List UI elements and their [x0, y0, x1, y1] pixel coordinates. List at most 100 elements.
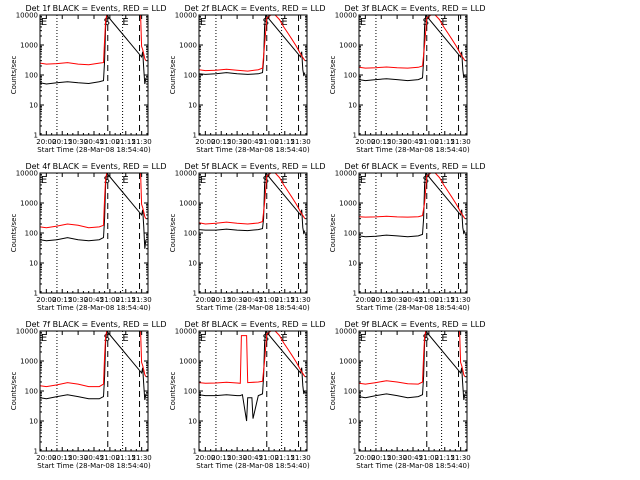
lld-series-line: [359, 173, 466, 219]
panel-title: Det 3f BLACK = Events, RED = LLD: [344, 4, 485, 13]
axes-frame: [39, 330, 149, 452]
y-tick-label: 10000: [335, 12, 357, 20]
y-axis-label: Counts/sec: [169, 214, 177, 253]
x-tick-label: 20:15: [52, 296, 72, 304]
panel-det-5: Det 5f BLACK = Events, RED = LLD S E E 1 10 10…: [169, 162, 326, 312]
y-tick-label: 10000: [16, 170, 38, 178]
x-tick-label: 20:45: [243, 296, 263, 304]
x-tick-label: 20:45: [403, 138, 423, 146]
start-marker-label: S: [263, 333, 269, 344]
series-group: [199, 331, 306, 422]
x-axis-label: Start Time (28-Mar-08 18:54:40): [356, 304, 470, 312]
x-tick-label: 20:45: [84, 296, 104, 304]
events-series-line: [199, 15, 306, 77]
events-series-line: [199, 331, 306, 422]
lld-series-line: [40, 15, 147, 66]
y-tick-label: 1: [193, 290, 197, 298]
y-tick-label: 1000: [339, 200, 357, 208]
end-marker-label: E: [122, 175, 128, 186]
x-tick-label: 20:00: [36, 454, 56, 462]
lld-series-line: [199, 173, 306, 225]
y-tick-label: 1000: [20, 200, 38, 208]
lld-series-line: [40, 331, 147, 388]
y-tick-label: 1: [353, 448, 357, 456]
y-tick-label: 10000: [335, 170, 357, 178]
y-tick-label: 10: [29, 102, 38, 110]
x-axis-label: Start Time (28-Mar-08 18:54:40): [196, 462, 310, 470]
x-tick-label: 20:30: [227, 296, 247, 304]
x-tick-label: 20:00: [195, 138, 215, 146]
start-marker-label: S: [104, 333, 110, 344]
x-axis-label: Start Time (28-Mar-08 18:54:40): [37, 462, 151, 470]
panel-det-4: Det 4f BLACK = Events, RED = LLD S E E 1 10 10…: [10, 162, 167, 312]
end-marker-label: E: [200, 17, 206, 28]
x-tick-label: 21:30: [291, 138, 311, 146]
events-series-line: [359, 15, 466, 82]
x-tick-label: 21:00: [100, 296, 120, 304]
y-axis-label: Counts/sec: [10, 372, 18, 411]
y-tick-label: 1: [193, 448, 197, 456]
end-marker-label: E: [441, 17, 447, 28]
panel-det-2: Det 2f BLACK = Events, RED = LLD S E E 1 10 10…: [169, 4, 326, 154]
panel-title: Det 4f BLACK = Events, RED = LLD: [25, 162, 166, 171]
y-tick-label: 100: [344, 388, 357, 396]
series-group: [359, 173, 466, 238]
x-tick-label: 21:30: [132, 454, 152, 462]
x-axis-label: Start Time (28-Mar-08 18:54:40): [196, 304, 310, 312]
events-series-line: [199, 173, 306, 235]
x-tick-label: 21:30: [451, 296, 471, 304]
panel-det-7: Det 7f BLACK = Events, RED = LLD S E E 1 10 10…: [10, 320, 167, 470]
panel-title: Det 5f BLACK = Events, RED = LLD: [184, 162, 325, 171]
x-tick-label: 20:15: [211, 296, 231, 304]
x-tick-label: 20:45: [84, 138, 104, 146]
x-tick-label: 20:00: [195, 296, 215, 304]
x-tick-label: 20:30: [387, 138, 407, 146]
x-tick-label: 21:15: [275, 138, 295, 146]
x-tick-label: 21:00: [419, 296, 439, 304]
y-tick-label: 10: [348, 418, 357, 426]
y-tick-label: 10000: [335, 328, 357, 336]
x-tick-label: 20:30: [387, 454, 407, 462]
panel-det-6: Det 6f BLACK = Events, RED = LLD S E E 1 10 10…: [329, 162, 486, 312]
start-marker-label: S: [263, 175, 269, 186]
end-marker-label: E: [441, 175, 447, 186]
start-marker-label: S: [423, 175, 429, 186]
end-marker-label: E: [41, 175, 47, 186]
x-tick-label: 21:30: [451, 454, 471, 462]
x-tick-label: 20:00: [355, 138, 375, 146]
end-marker-label: E: [41, 17, 47, 28]
x-axis-label: Start Time (28-Mar-08 18:54:40): [196, 146, 310, 154]
x-axis-label: Start Time (28-Mar-08 18:54:40): [37, 304, 151, 312]
events-series-line: [40, 173, 147, 249]
x-tick-label: 21:15: [435, 454, 455, 462]
x-tick-label: 21:15: [116, 454, 136, 462]
axes-frame: [198, 172, 308, 294]
x-tick-label: 20:30: [227, 138, 247, 146]
x-tick-label: 21:30: [291, 296, 311, 304]
x-axis-label: Start Time (28-Mar-08 18:54:40): [356, 462, 470, 470]
series-group: [199, 15, 306, 77]
x-tick-label: 20:00: [36, 296, 56, 304]
axes-frame: [198, 14, 308, 136]
y-axis-label: Counts/sec: [169, 56, 177, 95]
y-tick-label: 1: [34, 290, 38, 298]
x-tick-label: 21:15: [275, 296, 295, 304]
x-tick-label: 21:30: [451, 138, 471, 146]
y-axis-label: Counts/sec: [169, 372, 177, 411]
y-axis-label: Counts/sec: [10, 214, 18, 253]
y-tick-label: 10: [348, 102, 357, 110]
start-marker-label: S: [104, 17, 110, 28]
x-tick-label: 21:00: [259, 138, 279, 146]
x-tick-label: 21:30: [132, 138, 152, 146]
x-tick-label: 20:45: [403, 296, 423, 304]
y-tick-label: 1000: [20, 42, 38, 50]
y-tick-label: 1000: [339, 42, 357, 50]
x-tick-label: 20:00: [195, 454, 215, 462]
axes-frame: [198, 330, 308, 452]
x-tick-label: 21:15: [275, 454, 295, 462]
lld-series-line: [359, 331, 466, 385]
y-tick-label: 100: [344, 230, 357, 238]
end-marker-label: E: [41, 333, 47, 344]
axes-frame: [358, 14, 468, 136]
